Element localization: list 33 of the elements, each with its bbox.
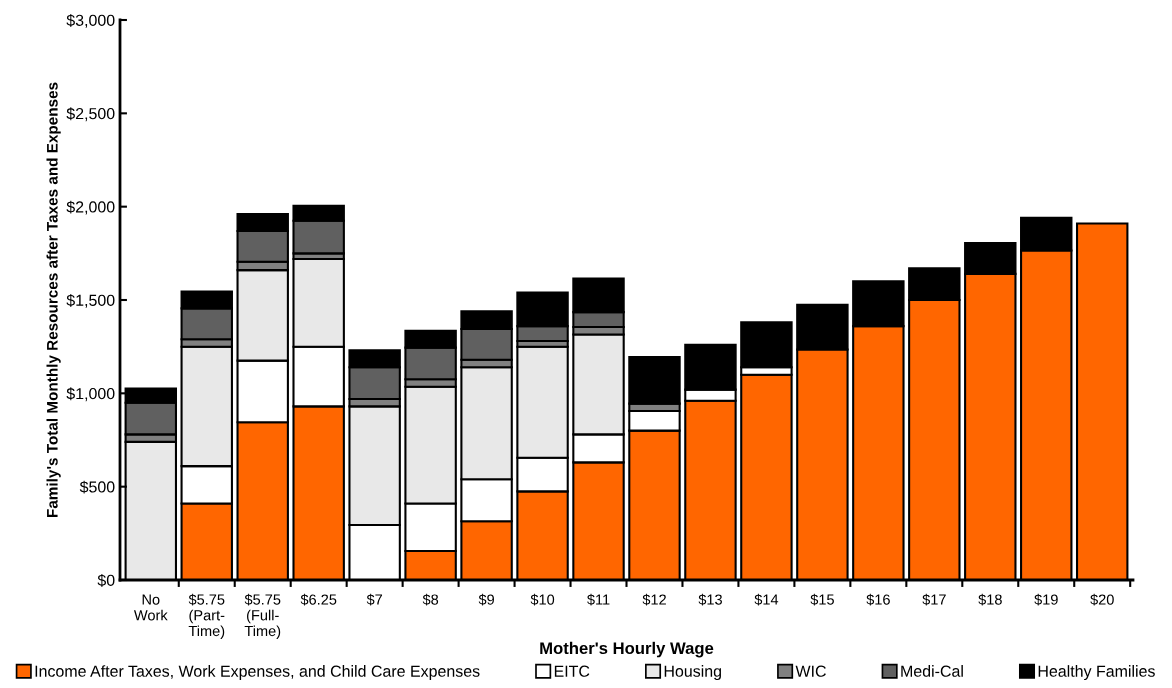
x-tick-label: $9 (478, 593, 494, 606)
x-tick-label: $17 (922, 593, 946, 606)
legend-label: Housing (664, 665, 721, 681)
x-tick-label: No Work (133, 594, 168, 621)
x-tick-label: $11 (587, 593, 610, 606)
y-tick-label: $1,000 (66, 387, 115, 402)
y-tick-label: $0 (97, 573, 115, 587)
legend-label: Healthy Families (1038, 665, 1155, 681)
y-tick-label: $3,000 (66, 13, 115, 28)
x-tick-label: $18 (978, 593, 1002, 606)
y-tick-label: $2,500 (66, 107, 115, 122)
x-tick-label: $14 (754, 593, 779, 606)
x-tick-label: $19 (1034, 593, 1058, 606)
legend-label: Medi-Cal (901, 665, 963, 677)
x-tick-label: $7 (366, 593, 383, 606)
x-tick-label: $10 (530, 593, 555, 606)
x-tick-label: $12 (642, 593, 666, 606)
y-tick-label: $500 (79, 480, 115, 494)
x-tick-label: $20 (1090, 593, 1114, 606)
x-tick-label: $8 (422, 593, 439, 606)
x-tick-label: $6.25 (300, 593, 337, 606)
legend-label: Income After Taxes, Work Expenses, and Child Care Expenses (35, 665, 480, 681)
x-axis-title: Mother's Hourly Wage (540, 641, 714, 658)
x-tick-label: $16 (866, 593, 890, 606)
x-tick-label: $5.75 (Part- Time) (188, 593, 225, 639)
x-tick-label: $13 (698, 593, 722, 606)
legend-label: EITC (554, 665, 590, 677)
x-tick-label: $15 (810, 593, 834, 606)
x-tick-label: $5.75 (Full- Time) (244, 593, 281, 639)
y-tick-label: $2,000 (66, 200, 115, 215)
y-tick-label: $1,500 (66, 293, 115, 308)
legend-label: WIC (795, 665, 826, 677)
y-axis-title: Family's Total Monthly Resources after Taxes and Expenses (46, 82, 61, 518)
